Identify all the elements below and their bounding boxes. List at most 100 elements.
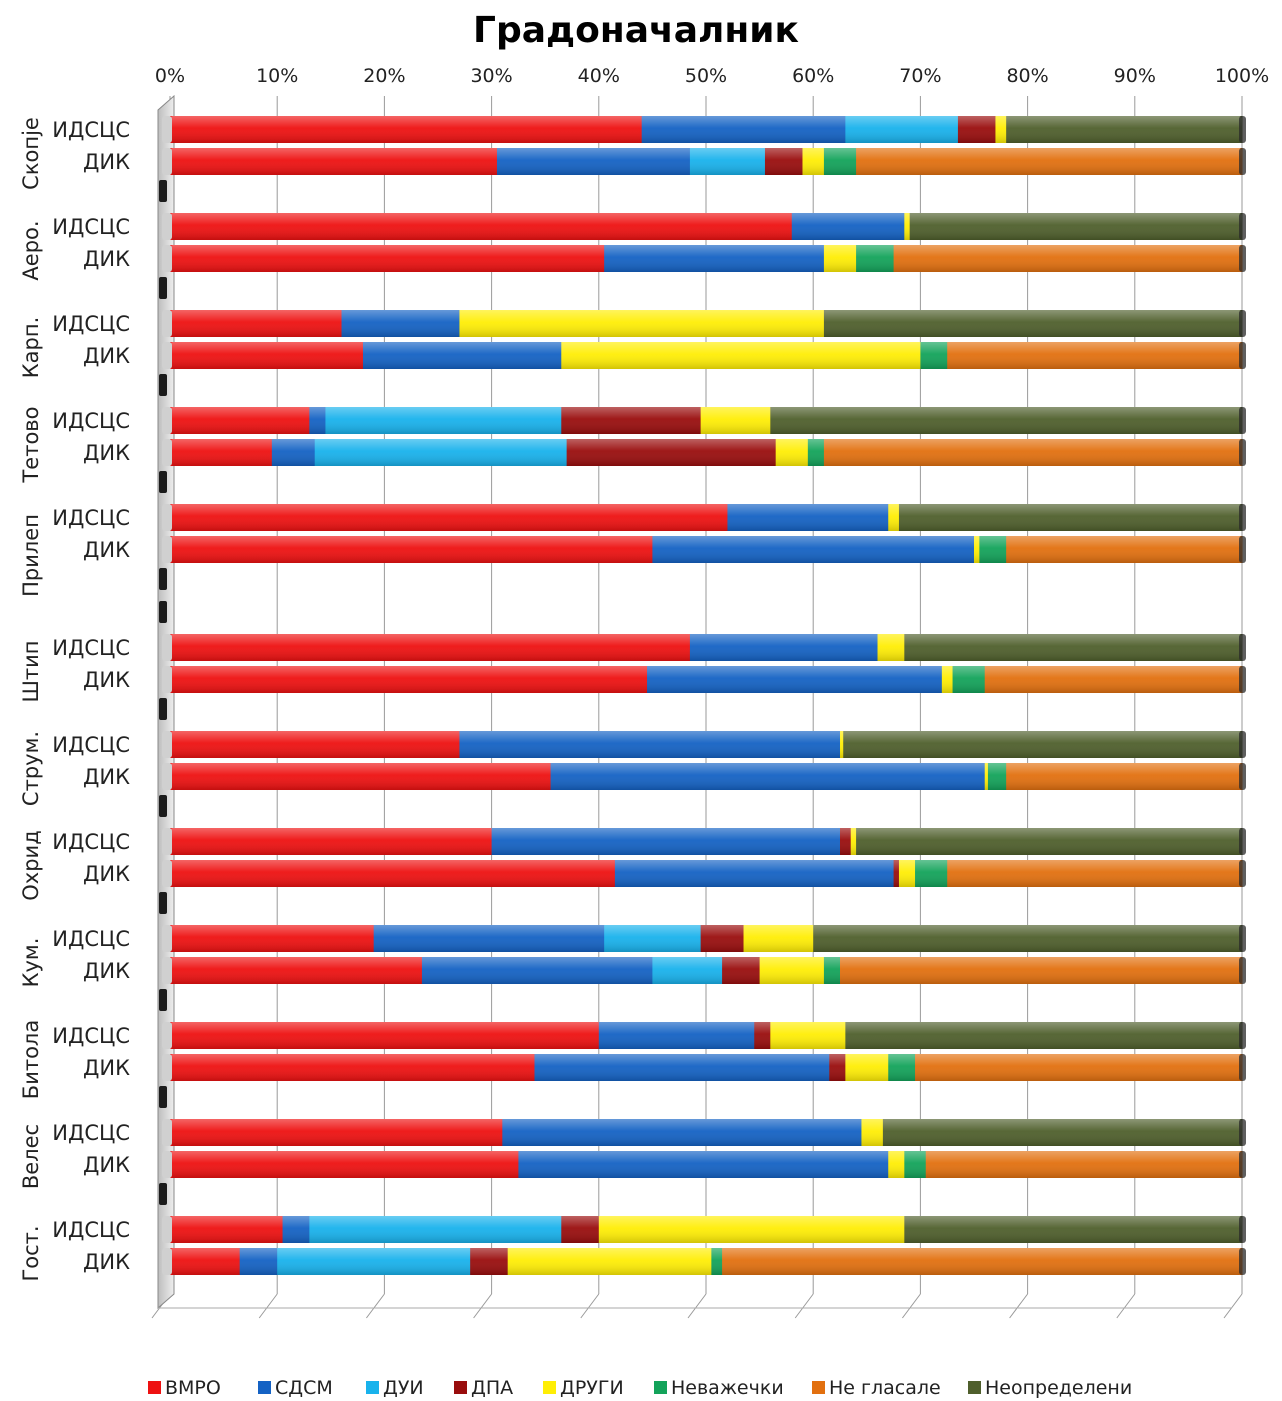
gridline-foot	[365, 1293, 385, 1319]
bar-end-cap	[1239, 1119, 1246, 1146]
group-separator	[159, 471, 167, 493]
bar-start-cap	[162, 957, 172, 984]
group-separator	[159, 277, 167, 299]
bar-shine	[170, 1216, 1242, 1243]
legend-swatch	[454, 1381, 467, 1394]
x-tick-label: 70%	[899, 65, 941, 87]
gridline-foot	[794, 1293, 814, 1319]
gridlines	[151, 94, 1243, 1319]
row-label: ДИК	[83, 247, 130, 271]
bar-start-cap	[162, 213, 172, 240]
group-label: Гост.	[19, 1225, 43, 1281]
x-tick-label: 20%	[363, 65, 405, 87]
bar-end-cap	[1239, 828, 1246, 855]
group-label: Велес	[19, 1124, 43, 1189]
group-separator	[159, 180, 167, 202]
gridline-foot	[1116, 1293, 1136, 1319]
gridline-foot	[902, 1293, 921, 1319]
group-separator	[159, 795, 167, 817]
group-separator	[159, 374, 167, 396]
bar-shine	[170, 245, 1242, 272]
bar-end-cap	[1239, 407, 1246, 434]
bar-end-cap	[1239, 148, 1246, 175]
bar-shine	[170, 634, 1242, 661]
group-label: Охрид	[19, 830, 43, 900]
bar-start-cap	[162, 245, 172, 272]
group-label: Струм.	[19, 731, 43, 806]
row-label: ДИК	[83, 765, 130, 789]
bar-shine	[170, 731, 1242, 758]
row-label: ИДСЦС	[52, 1121, 130, 1145]
bar-shine	[170, 957, 1242, 984]
group-labels: Скопје Аеро. Карп. Тетово Прилеп Штип Струм. Ох…	[19, 117, 43, 1281]
bar-end-cap	[1239, 342, 1246, 369]
group-label: Битола	[19, 1020, 43, 1099]
bar-shine	[170, 407, 1242, 434]
row-label: ДИК	[83, 1056, 130, 1080]
bar-start-cap	[162, 634, 172, 661]
bar-start-cap	[162, 1022, 172, 1049]
x-tick-label: 30%	[470, 65, 512, 87]
bar-start-cap	[162, 763, 172, 790]
group-label: Прилеп	[19, 514, 43, 597]
bar-start-cap	[162, 828, 172, 855]
row-label: ИДСЦС	[52, 409, 130, 433]
group-label: Тетово	[19, 406, 43, 483]
gridline-foot	[473, 1293, 493, 1319]
row-label: ИДСЦС	[52, 312, 130, 336]
bar-start-cap	[162, 1248, 172, 1275]
legend-label: Не гласале	[829, 1377, 941, 1399]
bar-end-cap	[1239, 1151, 1246, 1178]
legend-label: ДРУГИ	[560, 1377, 624, 1399]
bar-start-cap	[162, 116, 172, 143]
legend-label: СДСМ	[275, 1377, 333, 1399]
bar-end-cap	[1239, 116, 1246, 143]
bar-end-cap	[1239, 245, 1246, 272]
x-tick-label: 50%	[685, 65, 727, 87]
bar-start-cap	[162, 925, 172, 952]
bar-end-cap	[1239, 1054, 1246, 1081]
gridline-foot	[1009, 1293, 1028, 1319]
gridline-foot	[258, 1293, 278, 1319]
group-label: Аеро.	[19, 220, 43, 280]
bar-end-cap	[1239, 666, 1246, 693]
legend-label: ДУИ	[383, 1377, 424, 1399]
bar-start-cap	[162, 407, 172, 434]
x-tick-label: 100%	[1215, 65, 1269, 87]
legend: ВМРО СДСМ ДУИ ДПА ДРУГИ Неважечки Не гласале Не…	[148, 1377, 1132, 1399]
row-label: ДИК	[83, 538, 130, 562]
bar-shine	[170, 1151, 1242, 1178]
bar-start-cap	[162, 731, 172, 758]
bar-start-cap	[162, 1054, 172, 1081]
bar-start-cap	[162, 536, 172, 563]
chart-title: Градоначалник	[473, 10, 799, 51]
row-label: ДИК	[83, 959, 130, 983]
bar-shine	[170, 536, 1242, 563]
gridline-foot	[1223, 1293, 1243, 1319]
bar-start-cap	[162, 148, 172, 175]
bar-shine	[170, 666, 1242, 693]
x-tick-label: 0%	[155, 65, 185, 87]
bar-start-cap	[162, 504, 172, 531]
x-tick-label: 90%	[1114, 65, 1156, 87]
bar-end-cap	[1239, 213, 1246, 240]
bar-shine	[170, 116, 1242, 143]
group-label: Карп.	[19, 317, 43, 379]
bar-end-cap	[1239, 1022, 1246, 1049]
legend-label: ДПА	[471, 1377, 513, 1399]
bar-shine	[170, 925, 1242, 952]
row-label: ДИК	[83, 668, 130, 692]
row-label: ИДСЦС	[52, 506, 130, 530]
bar-shine	[170, 860, 1242, 887]
x-tick-label: 60%	[792, 65, 834, 87]
group-label: Кум.	[19, 938, 43, 988]
group-label: Штип	[19, 640, 43, 702]
group-separator	[159, 989, 167, 1011]
bar-shine	[170, 342, 1242, 369]
row-label: ИДСЦС	[52, 636, 130, 660]
bar-shine	[170, 828, 1242, 855]
group-separator	[159, 1183, 167, 1205]
gridline-foot	[580, 1293, 600, 1319]
row-label: ДИК	[83, 1250, 130, 1274]
